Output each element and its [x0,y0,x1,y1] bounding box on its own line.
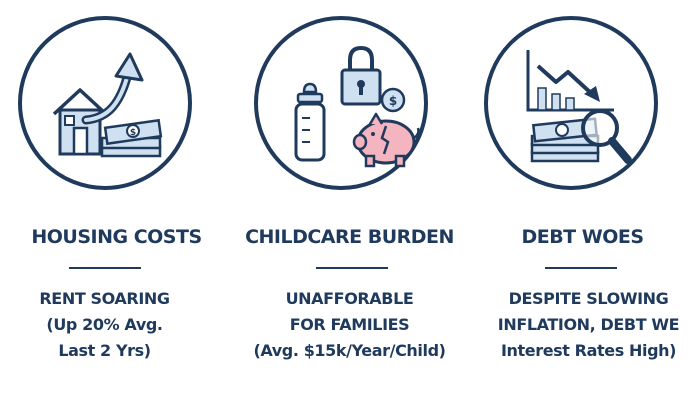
description-line: (Up 20% Avg. [46,315,163,334]
description-line: Interest Rates High) [500,341,677,360]
panel-heading: HOUSING COSTS [31,226,202,248]
description-line: Last 2 Yrs) [58,341,151,360]
panel-description: DESPITE SLOWING INFLATION, DEBT WE Inter… [472,286,699,364]
heading-divider [69,267,141,269]
svg-text:$: $ [389,94,397,108]
panel-heading: DEBT WOES [521,226,644,248]
description-line: (Avg. $15k/Year/Child) [253,341,446,360]
childcare-burden-panel: $ CHILDCARE BURDEN UNAFFORABLE FOR FAMIL… [233,0,466,403]
description-line: DESPITE SLOWING [508,289,669,308]
heading-divider [545,267,617,269]
house-rising-arrow-money-icon: $ [18,16,192,190]
falling-chart-money-magnifier-icon [484,16,658,190]
housing-costs-panel: $ HOUSING COSTS RENT SOARING (Up 20% Avg… [0,0,233,403]
description-line: UNAFFORABLE [285,289,414,308]
description-line: INFLATION, DEBT WE [497,315,680,334]
description-line: RENT SOARING [39,289,170,308]
panel-heading: CHILDCARE BURDEN [245,226,454,248]
bottle-lock-piggybank-icon: $ [254,16,428,190]
heading-divider [316,267,388,269]
panel-description: UNAFFORABLE FOR FAMILIES (Avg. $15k/Year… [233,286,466,364]
debt-woes-icon-circle [482,14,660,192]
description-line: FOR FAMILIES [289,315,410,334]
debt-woes-panel: DEBT WOES DESPITE SLOWING INFLATION, DEB… [466,0,699,403]
svg-text:$: $ [130,128,136,138]
housing-costs-icon-circle: $ [16,14,194,192]
panel-description: RENT SOARING (Up 20% Avg. Last 2 Yrs) [0,286,221,364]
childcare-burden-icon-circle: $ [252,14,430,192]
